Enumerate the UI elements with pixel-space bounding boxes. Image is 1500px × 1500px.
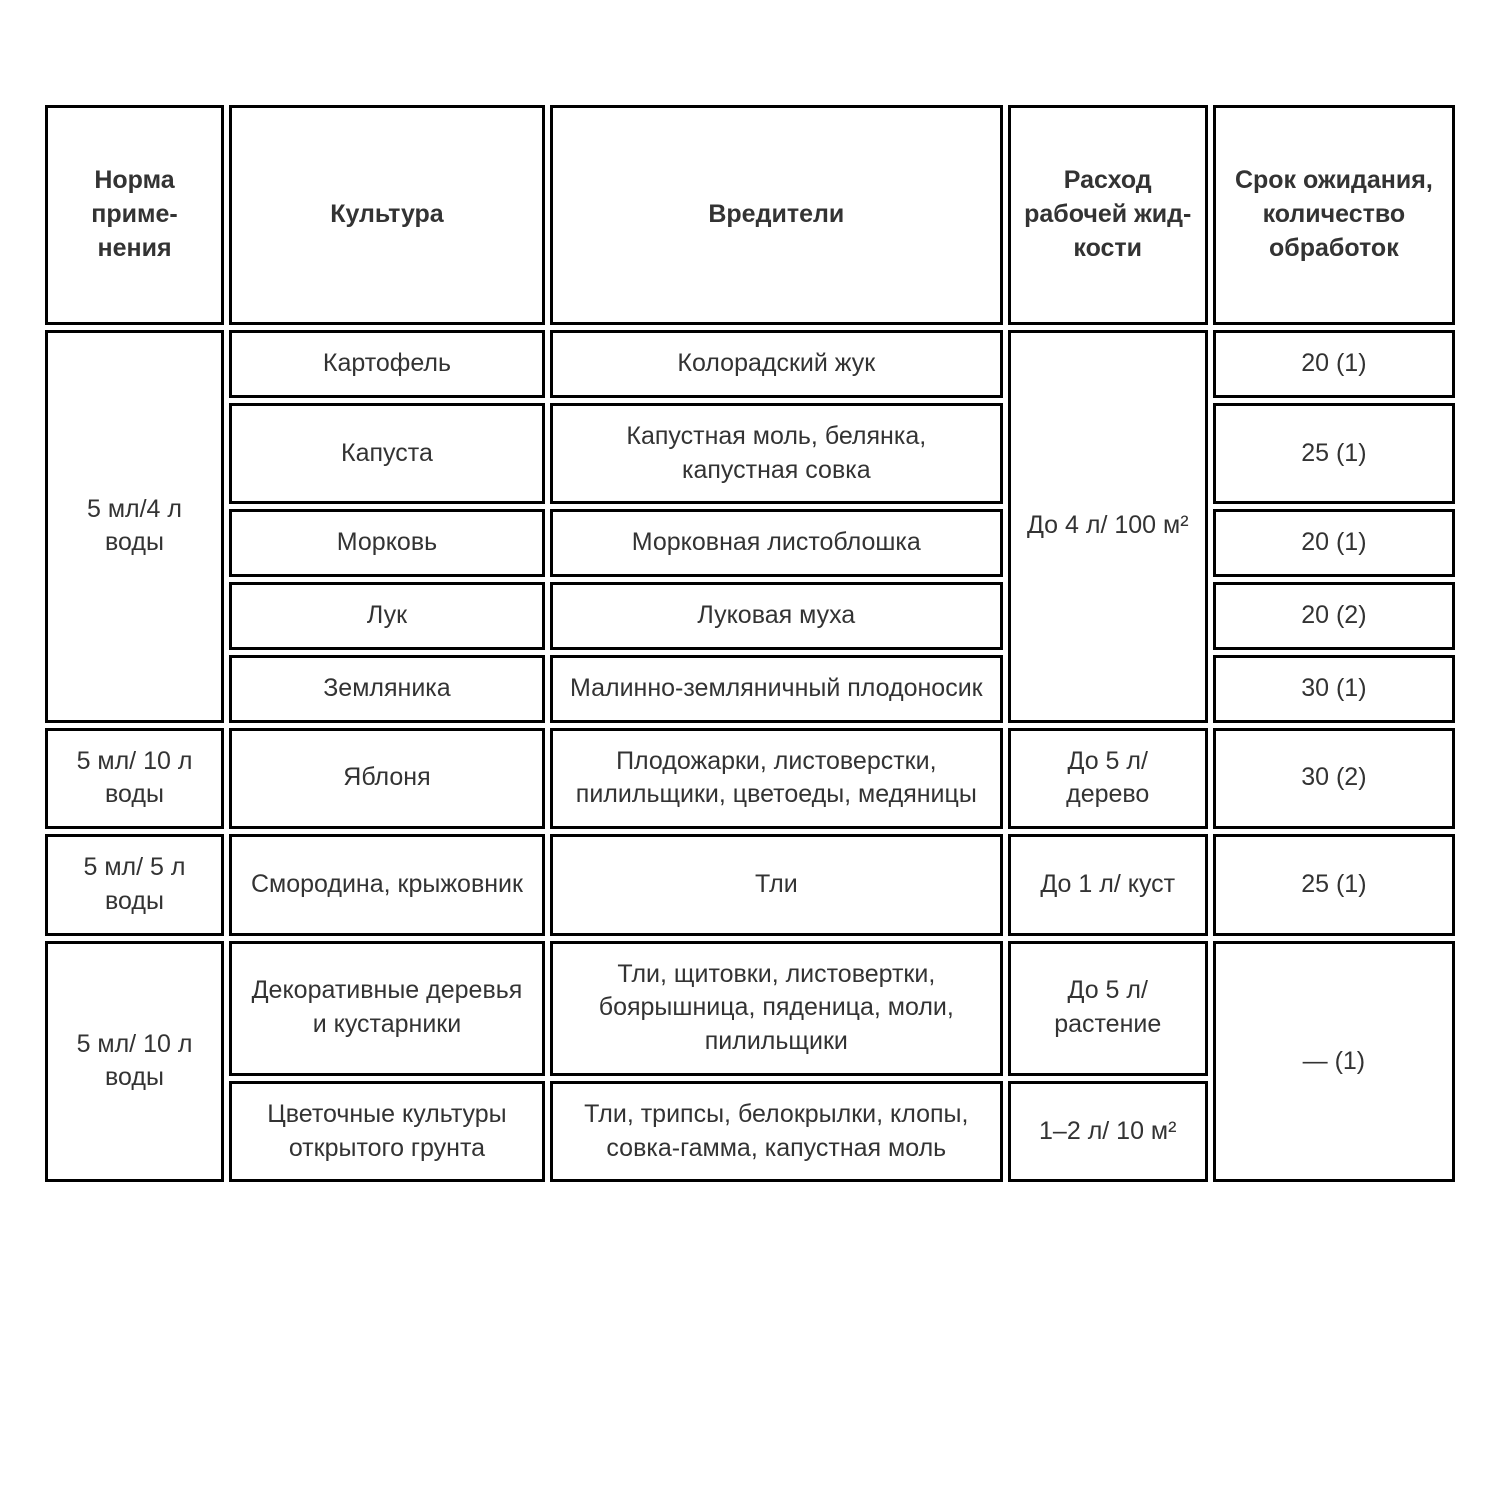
cell-kultura: Цветочные культуры открытого грунта	[229, 1081, 545, 1183]
cell-vrediteli: Малинно-земляничный плодоносик	[550, 655, 1003, 723]
cell-srok: 25 (1)	[1213, 834, 1455, 936]
cell-norma: 5 мл/ 10 л воды	[45, 728, 224, 830]
table-row: Капуста Капустная моль, белянка, капустн…	[45, 403, 1455, 505]
cell-rashod: До 1 л/ куст	[1008, 834, 1208, 936]
table-row: 5 мл/ 10 л воды Декоративные деревья и к…	[45, 941, 1455, 1076]
header-vrediteli: Вредители	[550, 105, 1003, 325]
cell-norma: 5 мл/ 5 л воды	[45, 834, 224, 936]
cell-vrediteli: Тли, щитовки, листовертки, боярышница, п…	[550, 941, 1003, 1076]
cell-srok: 20 (1)	[1213, 509, 1455, 577]
cell-norma: 5 мл/ 10 л воды	[45, 941, 224, 1183]
table-row: 5 мл/ 10 л воды Яблоня Плодожарки, листо…	[45, 728, 1455, 830]
table-row: Морковь Морковная листоблошка 20 (1)	[45, 509, 1455, 577]
cell-norma: 5 мл/4 л воды	[45, 330, 224, 723]
cell-kultura: Смородина, крыжовник	[229, 834, 545, 936]
table-header-row: Норма приме-нения Культура Вредители Рас…	[45, 105, 1455, 325]
header-rashod: Расход рабочей жид-кости	[1008, 105, 1208, 325]
cell-vrediteli: Плодожарки, листоверстки, пилильщики, цв…	[550, 728, 1003, 830]
cell-vrediteli: Тли	[550, 834, 1003, 936]
cell-srok: 30 (2)	[1213, 728, 1455, 830]
cell-srok: — (1)	[1213, 941, 1455, 1183]
cell-vrediteli: Морковная листоблошка	[550, 509, 1003, 577]
cell-srok: 20 (2)	[1213, 582, 1455, 650]
header-srok: Срок ожидания, количество обработок	[1213, 105, 1455, 325]
cell-vrediteli: Тли, трипсы, белокрылки, клопы, совка-га…	[550, 1081, 1003, 1183]
cell-rashod: 1–2 л/ 10 м²	[1008, 1081, 1208, 1183]
cell-vrediteli: Капустная моль, белянка, капустная совка	[550, 403, 1003, 505]
cell-kultura: Картофель	[229, 330, 545, 398]
cell-vrediteli: Луковая муха	[550, 582, 1003, 650]
cell-kultura: Морковь	[229, 509, 545, 577]
table-row: Земляника Малинно-земляничный плодоносик…	[45, 655, 1455, 723]
cell-vrediteli: Колорадский жук	[550, 330, 1003, 398]
header-norma: Норма приме-нения	[45, 105, 224, 325]
cell-kultura: Лук	[229, 582, 545, 650]
cell-rashod: До 4 л/ 100 м²	[1008, 330, 1208, 723]
cell-kultura: Яблоня	[229, 728, 545, 830]
cell-kultura: Декоративные деревья и кустарники	[229, 941, 545, 1076]
table-row: Лук Луковая муха 20 (2)	[45, 582, 1455, 650]
cell-rashod: До 5 л/ дерево	[1008, 728, 1208, 830]
header-kultura: Культура	[229, 105, 545, 325]
table-row: 5 мл/4 л воды Картофель Колорадский жук …	[45, 330, 1455, 398]
pesticide-table: Норма приме-нения Культура Вредители Рас…	[40, 100, 1460, 1187]
cell-srok: 20 (1)	[1213, 330, 1455, 398]
table-row: 5 мл/ 5 л воды Смородина, крыжовник Тли …	[45, 834, 1455, 936]
cell-srok: 30 (1)	[1213, 655, 1455, 723]
cell-srok: 25 (1)	[1213, 403, 1455, 505]
cell-kultura: Капуста	[229, 403, 545, 505]
cell-rashod: До 5 л/ растение	[1008, 941, 1208, 1076]
cell-kultura: Земляника	[229, 655, 545, 723]
